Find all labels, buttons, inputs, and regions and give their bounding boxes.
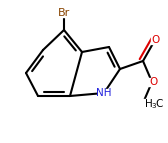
- Text: O: O: [152, 35, 160, 45]
- Bar: [57, 9, 71, 17]
- Text: 3: 3: [151, 103, 156, 109]
- Bar: [97, 89, 111, 97]
- Text: C: C: [155, 99, 162, 109]
- Bar: [151, 36, 159, 44]
- Text: NH: NH: [96, 88, 112, 98]
- Bar: [148, 78, 156, 86]
- Bar: [134, 99, 152, 108]
- Text: Br: Br: [58, 8, 70, 18]
- Text: H: H: [145, 99, 153, 109]
- Text: O: O: [149, 77, 157, 87]
